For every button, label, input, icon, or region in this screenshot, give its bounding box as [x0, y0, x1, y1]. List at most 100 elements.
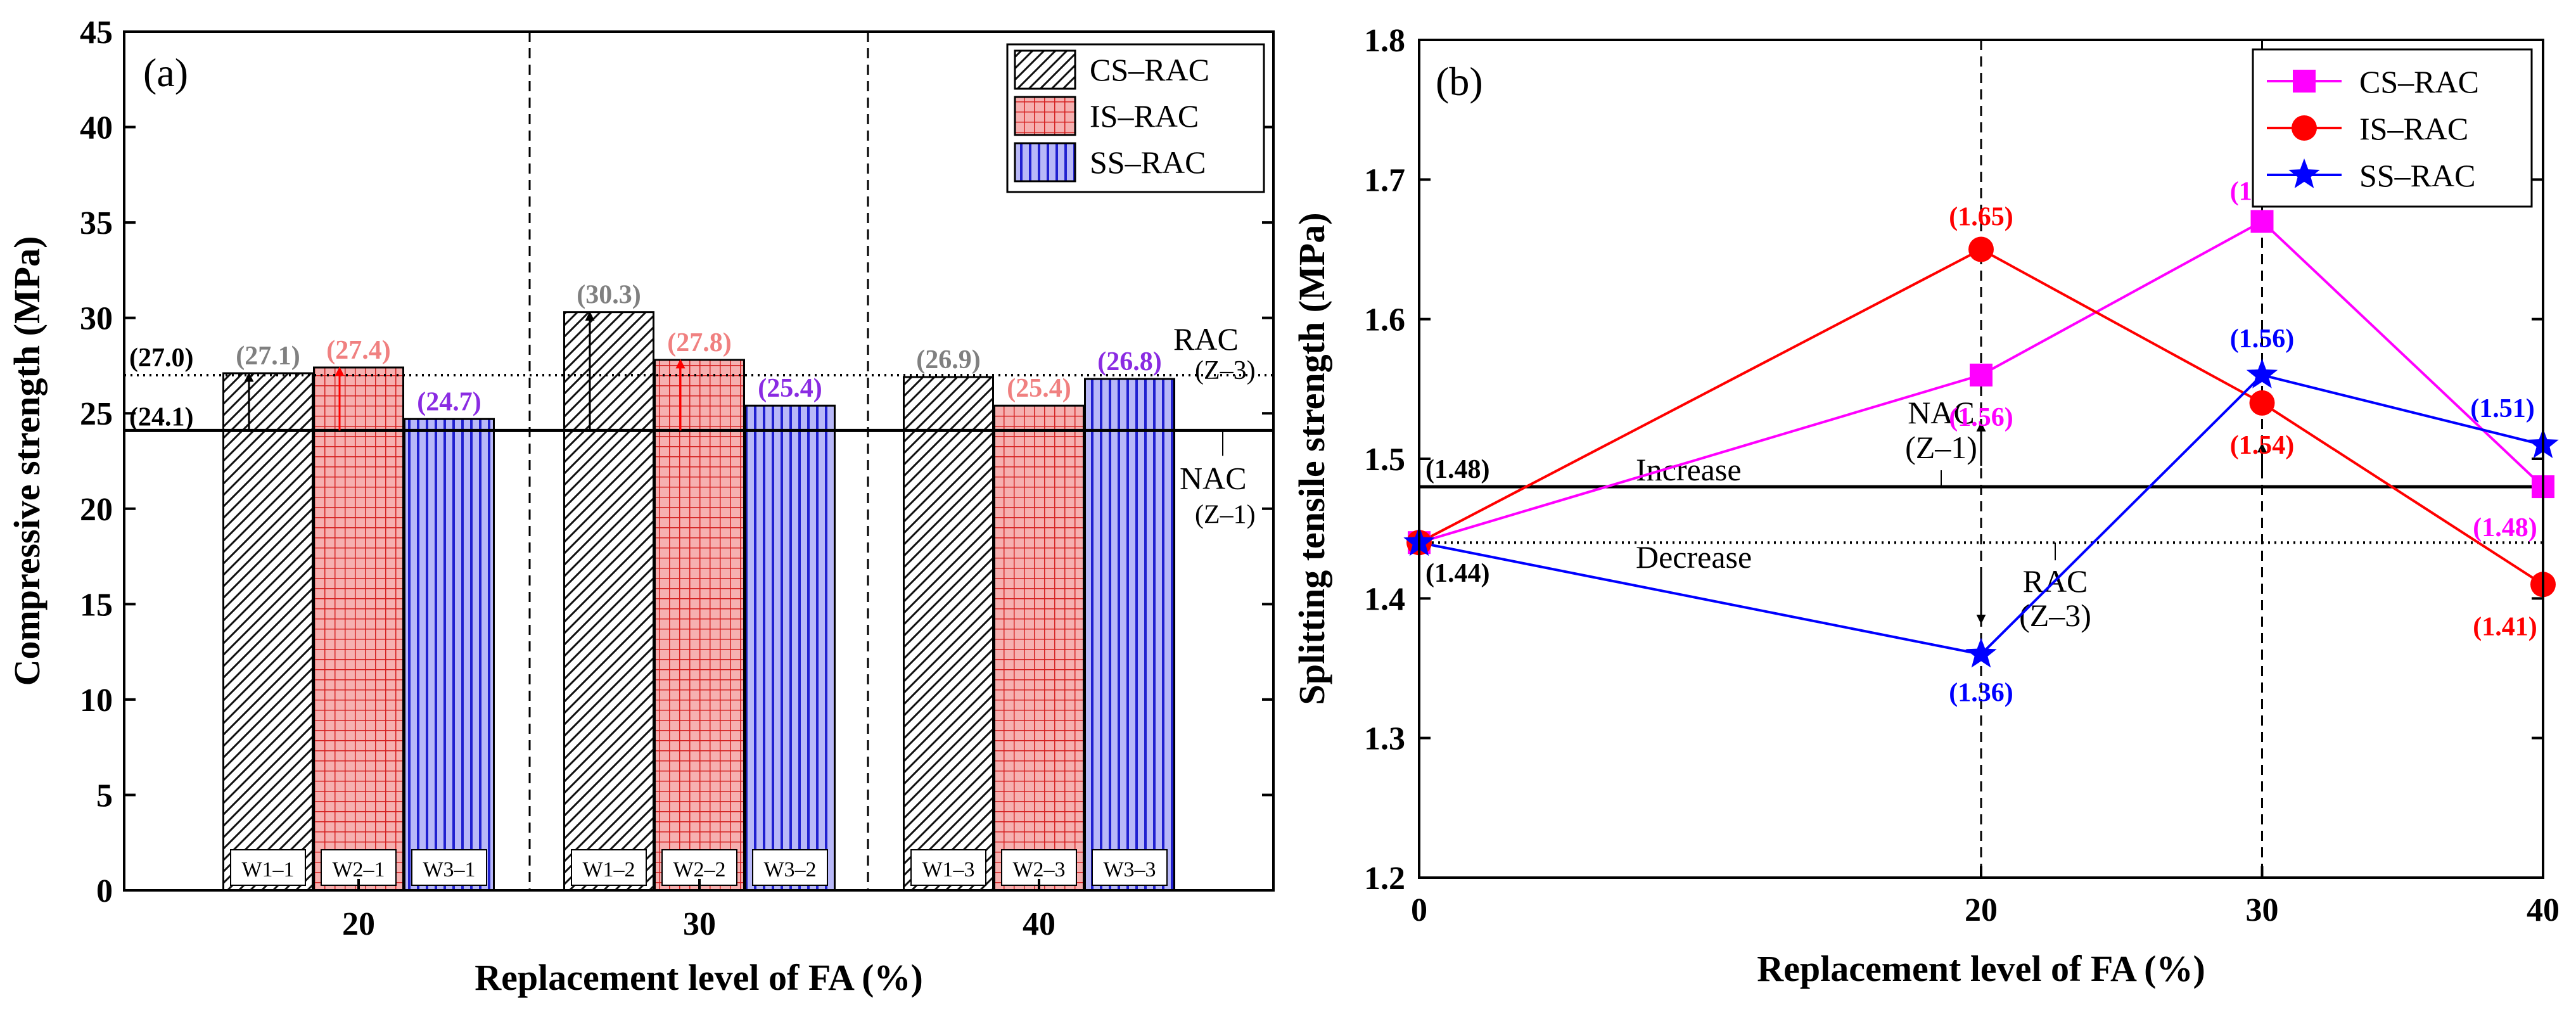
increase-annotation: Increase	[1636, 452, 1742, 487]
nac-code: (Z–1)	[1195, 500, 1256, 529]
y-tick-label: 35	[80, 205, 113, 241]
x-tick-label: 0	[1411, 892, 1427, 928]
bar-code-label: W2–2	[673, 858, 725, 881]
y-tick-label: 15	[80, 587, 113, 623]
bar-code-label: W3–2	[763, 858, 816, 881]
bar	[404, 418, 495, 892]
bar-code-label: W3–3	[1103, 858, 1156, 881]
nac-label: NAC	[1908, 395, 1975, 430]
bar	[563, 311, 654, 892]
bar	[993, 404, 1085, 892]
y-tick-label: 1.2	[1364, 861, 1405, 897]
bar	[1084, 378, 1175, 892]
bar-code-label: W2–1	[332, 858, 385, 881]
bar-value-label: (27.1)	[236, 342, 300, 371]
y-tick-label: 1.4	[1364, 581, 1405, 617]
point-value-label: (1.56)	[2230, 324, 2294, 354]
bar-value-label: (25.4)	[758, 374, 822, 403]
point-value-label: (1.65)	[1949, 203, 2013, 232]
x-tick-label: 30	[2246, 892, 2279, 928]
y-tick-label: 25	[80, 396, 113, 432]
legend-marker	[2292, 115, 2317, 141]
bar	[654, 359, 745, 892]
bar-value-label: (26.9)	[916, 345, 980, 375]
y-tick-label: 1.6	[1364, 302, 1405, 338]
bar-code-box	[1092, 849, 1168, 886]
data-point	[1965, 637, 1997, 668]
nac-label: NAC	[1180, 460, 1247, 496]
bar-code-label: W1–2	[582, 858, 635, 881]
legend-label: CS–RAC	[1090, 52, 1209, 87]
data-point	[2246, 358, 2278, 388]
y-tick-label: 1.5	[1364, 442, 1405, 478]
bar-code-label: W2–3	[1012, 858, 1065, 881]
panel-a-bar-chart: (27.1) W1–1 (30.3) W1–2 (26.9) W1–3 (27.4) W2–1…	[6, 15, 1275, 998]
point-value-label: (1.48)	[2473, 513, 2537, 542]
y-tick-label: 45	[80, 15, 113, 51]
bar-value-label: (26.8)	[1097, 347, 1161, 376]
legend-swatch	[1014, 49, 1076, 90]
y-tick-label: 5	[96, 778, 113, 814]
series-line	[1419, 219, 2544, 544]
rac-code: (Z–3)	[2019, 598, 2091, 633]
y-tick-label: 40	[80, 110, 113, 146]
decrease-annotation: Decrease	[1636, 539, 1752, 575]
bar-value-label: (24.7)	[417, 387, 481, 416]
point-value-label: (1.51)	[2470, 394, 2534, 423]
legend-label: IS–RAC	[2359, 111, 2468, 146]
legend-label: SS–RAC	[2359, 158, 2475, 193]
y-axis-title: Splitting tensile strength (MPa)	[1291, 212, 1332, 705]
bar-value-label: (27.4)	[326, 336, 390, 365]
legend-swatch	[1014, 96, 1076, 136]
bar-value-label: (27.8)	[667, 328, 731, 357]
legend-label: IS–RAC	[1090, 98, 1199, 134]
bar-code-box	[752, 849, 828, 886]
point-value-label: (1.56)	[1949, 403, 2013, 432]
bar-code-label: W1–3	[922, 858, 974, 881]
y-axis-title: Compressive strength (MPa)	[6, 236, 48, 686]
rac-label: RAC	[1173, 321, 1239, 357]
series-line	[1419, 248, 2544, 586]
bar-code-box	[571, 849, 647, 886]
x-axis-title: Replacement level of FA (%)	[475, 957, 923, 998]
legend-marker	[2288, 158, 2320, 188]
point-value-label: (1.41)	[2473, 612, 2537, 641]
legend-swatch	[1014, 142, 1076, 183]
reference-value-label: (27.0)	[129, 343, 193, 373]
data-point	[1970, 363, 1993, 387]
bar	[222, 372, 314, 892]
x-tick-label: 40	[2527, 892, 2560, 928]
reference-value-label: (1.44)	[1425, 559, 1489, 588]
x-tick-label: 40	[1023, 906, 1055, 942]
legend-label: SS–RAC	[1090, 144, 1206, 180]
panel-label: (a)	[143, 50, 188, 95]
y-tick-label: 0	[96, 873, 113, 909]
bar-value-label: (25.4)	[1007, 374, 1071, 403]
bar-value-label: (30.3)	[577, 281, 641, 310]
nac-code: (Z–1)	[1905, 430, 1977, 465]
legend-label: CS–RAC	[2359, 64, 2479, 99]
legend-marker	[2293, 70, 2316, 93]
y-tick-label: 1.8	[1364, 23, 1405, 59]
bar-code-label: W1–1	[241, 858, 294, 881]
y-tick-label: 1.3	[1364, 721, 1405, 757]
series-line	[1419, 373, 2544, 656]
bar-code-box	[230, 849, 306, 886]
panel-b-line-chart: (1.48)(1.44)NAC(Z–1)RAC(Z–3)IncreaseDecr…	[1291, 23, 2560, 989]
point-value-label: (1.54)	[2230, 431, 2294, 460]
x-tick-label: 20	[342, 906, 375, 942]
bar	[313, 366, 404, 892]
bar	[903, 376, 994, 892]
bar-code-label: W3–1	[423, 858, 475, 881]
y-tick-label: 10	[80, 682, 113, 719]
reference-value-label: (1.48)	[1425, 455, 1489, 484]
y-tick-label: 1.7	[1364, 162, 1405, 198]
x-axis-title: Replacement level of FA (%)	[1757, 948, 2205, 989]
data-point	[2250, 210, 2274, 233]
data-point	[1968, 236, 1994, 262]
reference-value-label: (24.1)	[129, 402, 193, 432]
x-tick-label: 30	[683, 906, 716, 942]
point-value-label: (1.36)	[1949, 678, 2013, 707]
data-point	[2249, 390, 2275, 416]
